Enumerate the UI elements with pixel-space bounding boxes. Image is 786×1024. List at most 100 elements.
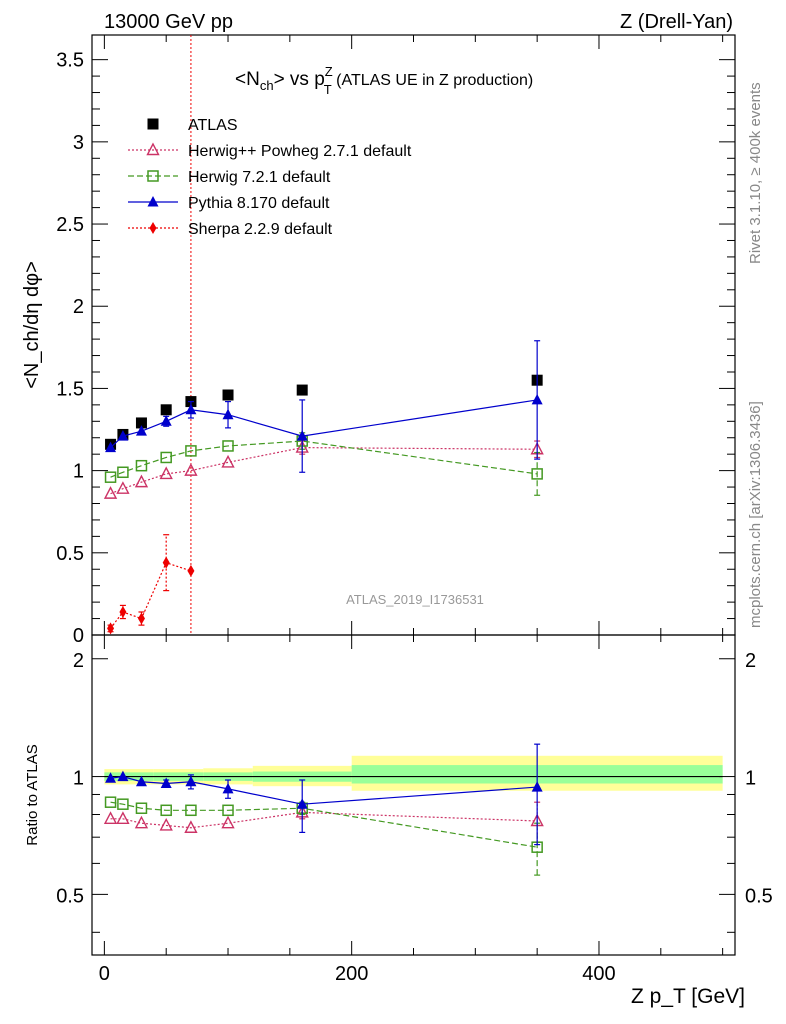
main-series-herwig-powheg-2-7-1-default [103, 440, 544, 499]
axes-group: 0 200 400 0 0.5 1 1.5 2 2.5 3 3.5 0.5 0.5 1 1 2 2 [56, 35, 773, 985]
legend: ATLAS Herwig++ Powheg 2.7.1 default Herwig… [128, 117, 412, 238]
y-axis-label-main: <N_ch/dη dφ> [21, 261, 43, 389]
y-tick-label: 0.5 [56, 543, 84, 565]
main-point-herwig-7-2-1-default [135, 459, 148, 472]
main-line-pythia-8-170-default [110, 399, 538, 449]
main-point-herwig-7-2-1-default [185, 445, 197, 457]
process-label: Z (Drell-Yan) [620, 11, 733, 33]
main-series-herwig-7-2-1-default [104, 432, 543, 496]
main-series-pythia-8-170-default [105, 340, 543, 473]
ratio-point-pythia-8-170-default [296, 798, 308, 809]
ratio-point-pythia-8-170-default [105, 772, 117, 783]
plot-title: <Nch> vs pZ T (ATLAS UE in Z production) [235, 64, 533, 97]
main-point-atlas [222, 389, 234, 401]
x-axis-label: Z p_T [GeV] [631, 985, 745, 1008]
ratio-point-herwig-7-2-1-default [135, 802, 148, 814]
main-line-herwig-7-2-1-default [110, 440, 538, 478]
ratio-point-herwig-7-2-1-default [222, 804, 234, 817]
analysis-id: ATLAS_2019_I1736531 [346, 592, 484, 607]
main-point-pythia-8-170-default [160, 415, 172, 426]
ratio-point-pythia-8-170-default [222, 782, 234, 794]
ratio-point-herwig-powheg-2-7-1-default [116, 811, 130, 824]
legend-entry-atlas: ATLAS [147, 117, 238, 134]
y-axis-label-ratio: Ratio to ATLAS [24, 744, 41, 845]
ratio-y-tick-label: 0.5 [56, 885, 84, 907]
ratio-series-pythia-8-170-default [105, 743, 543, 846]
x-tick-label: 200 [335, 963, 368, 985]
ratio-point-pythia-8-170-default [160, 777, 172, 789]
legend-label: Herwig++ Powheg 2.7.1 default [188, 143, 412, 160]
y-tick-label: 3.5 [56, 50, 84, 72]
ratio-y-tick-label: 2 [73, 650, 84, 672]
legend-marker [147, 118, 159, 130]
ratio-line-herwig-powheg-2-7-1-default [110, 811, 538, 829]
ratio-point-pythia-8-170-default [185, 775, 197, 787]
rivet-label: Rivet 3.1.10, ≥ 400k events [747, 82, 764, 264]
y-tick-label: 2.5 [56, 214, 84, 236]
main-point-herwig-7-2-1-default [117, 466, 129, 479]
legend-entry-pythia-8-170-default: Pythia 8.170 default [128, 195, 330, 212]
legend-entry-herwig-7-2-1-default: Herwig 7.2.1 default [128, 169, 331, 186]
main-point-herwig-7-2-1-default [160, 451, 172, 464]
legend-marker [147, 196, 159, 207]
ratio-point-pythia-8-170-default [135, 775, 147, 787]
x-tick-label: 0 [99, 963, 110, 985]
main-point-herwig-powheg-2-7-1-default [159, 466, 173, 480]
ratio-point-herwig-powheg-2-7-1-default [159, 817, 173, 831]
ratio-point-herwig-7-2-1-default [117, 798, 129, 810]
legend-entry-herwig-powheg-2-7-1-default: Herwig++ Powheg 2.7.1 default [128, 142, 412, 160]
main-point-herwig-7-2-1-default [104, 471, 117, 483]
ratio-point-pythia-8-170-default [117, 770, 129, 782]
legend-label: Herwig 7.2.1 default [188, 169, 331, 186]
ratio-point-herwig-7-2-1-default [160, 804, 172, 817]
legend-marker [147, 170, 159, 182]
ratio-point-pythia-8-170-default [531, 781, 543, 792]
main-point-herwig-powheg-2-7-1-default [134, 474, 149, 488]
main-point-herwig-7-2-1-default [222, 440, 234, 452]
legend-label: ATLAS [188, 117, 238, 134]
main-point-atlas [160, 404, 172, 416]
main-point-pythia-8-170-default [105, 441, 117, 453]
main-point-herwig-7-2-1-default [531, 468, 543, 480]
main-data-layer [103, 340, 544, 635]
main-series-sherpa-2-2-9-default [107, 534, 195, 635]
ratio-point-herwig-powheg-2-7-1-default [134, 815, 149, 829]
ratio-y-tick-label-right: 0.5 [745, 885, 773, 907]
main-point-herwig-powheg-2-7-1-default [116, 481, 130, 494]
x-tick-label: 400 [582, 963, 615, 985]
mcplots-label: mcplots.cern.ch [arXiv:1306.3436] [747, 401, 764, 628]
main-point-herwig-powheg-2-7-1-default [103, 486, 118, 499]
main-point-atlas [135, 417, 147, 429]
main-point-atlas [296, 384, 308, 396]
main-point-pythia-8-170-default [117, 430, 129, 441]
main-point-herwig-powheg-2-7-1-default [221, 454, 235, 468]
main-point-pythia-8-170-default [135, 425, 147, 436]
main-point-herwig-powheg-2-7-1-default [184, 463, 198, 476]
ratio-point-herwig-powheg-2-7-1-default [221, 815, 235, 829]
main-point-pythia-8-170-default [185, 403, 197, 415]
main-point-sherpa-2-2-9-default [187, 564, 195, 577]
legend-entry-sherpa-2-2-9-default: Sherpa 2.2.9 default [128, 221, 333, 238]
legend-label: Sherpa 2.2.9 default [188, 221, 333, 238]
main-point-pythia-8-170-default [296, 430, 308, 441]
ratio-point-herwig-powheg-2-7-1-default [103, 811, 118, 824]
y-tick-label: 2 [73, 296, 84, 318]
y-tick-label: 1.5 [56, 378, 84, 400]
main-point-sherpa-2-2-9-default [107, 622, 115, 635]
energy-label: 13000 GeV pp [104, 11, 233, 33]
ratio-y-tick-label: 1 [73, 768, 84, 790]
legend-marker [146, 142, 160, 156]
main-point-pythia-8-170-default [222, 408, 234, 420]
ratio-line-herwig-7-2-1-default [110, 801, 538, 848]
ratio-uncertainty-bands [104, 755, 723, 791]
y-tick-label: 1 [73, 461, 84, 483]
ratio-point-herwig-7-2-1-default [104, 796, 117, 808]
main-series-atlas [105, 374, 543, 450]
ratio-panel-frame [91, 634, 736, 956]
legend-marker [149, 222, 157, 234]
y-tick-label: 3 [73, 132, 84, 154]
main-point-pythia-8-170-default [531, 393, 543, 405]
ratio-series-herwig-7-2-1-default [104, 796, 543, 876]
